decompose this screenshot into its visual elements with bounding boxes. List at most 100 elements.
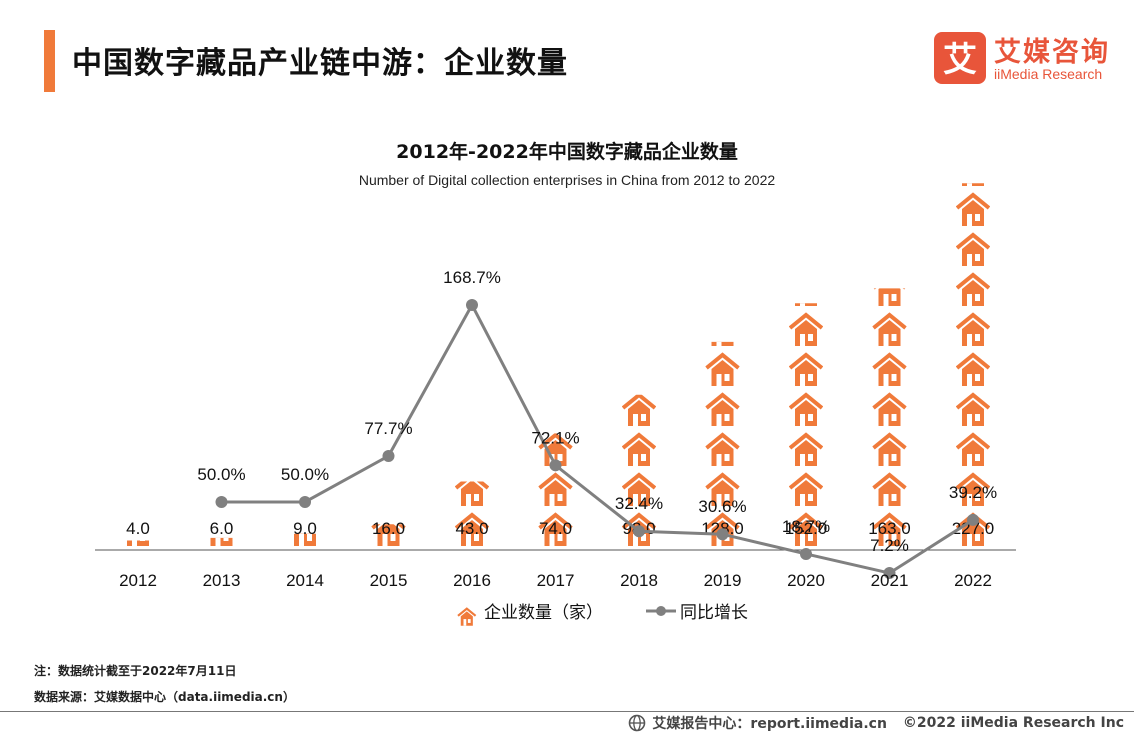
house-icon: [789, 432, 823, 466]
logo-text-en: iiMedia Research: [994, 66, 1103, 82]
legend-label-line: 同比增长: [680, 603, 748, 623]
house-icon: [789, 472, 823, 506]
house-icon: [789, 512, 823, 546]
logo-mark-icon: 艾: [934, 32, 986, 84]
chart-title: 2012年-2022年中国数字藏品企业数量: [396, 141, 738, 163]
x-tick-label: 2013: [203, 571, 241, 590]
x-tick-label: 2019: [704, 571, 742, 590]
bar-2012: [127, 540, 149, 546]
bar-2016: [455, 481, 489, 546]
house-icon: [210, 537, 233, 546]
bar-2021: [872, 288, 907, 546]
house-icon: [872, 512, 907, 546]
house-icon: [962, 183, 984, 186]
bar-2022: [956, 183, 990, 546]
growth-point: [215, 496, 228, 508]
x-tick-label: 2017: [537, 571, 575, 590]
house-icon: [622, 472, 656, 506]
house-icon: [371, 524, 406, 546]
house-icon: [956, 352, 990, 386]
house-icon: [705, 352, 740, 386]
house-icon: [538, 472, 573, 506]
house-icon: [127, 540, 149, 546]
footnote: 注：数据统计截至于2022年7月11日: [34, 664, 237, 678]
chart-canvas: 4.06.09.016.043.074.098.0128.0152.0163.0…: [95, 183, 1016, 626]
x-tick-label: 2021: [871, 571, 909, 590]
bar-2019: [705, 341, 740, 546]
bar-value-label: 9.0: [293, 519, 317, 538]
house-icon: [872, 472, 907, 506]
x-tick-label: 2015: [370, 571, 408, 590]
x-tick-label: 2016: [453, 571, 491, 590]
house-icon: [956, 392, 990, 426]
growth-value-label: 77.7%: [364, 419, 412, 438]
growth-point: [883, 567, 896, 580]
growth-value-label: 30.6%: [698, 497, 746, 516]
bar-value-label: 16.0: [372, 519, 405, 538]
x-tick-label: 2020: [787, 571, 825, 590]
growth-value-label: 168.7%: [443, 268, 501, 287]
bar-value-label: 43.0: [455, 519, 488, 538]
bar-2015: [371, 524, 406, 546]
growth-point: [382, 450, 395, 463]
growth-point: [967, 513, 979, 526]
house-icon: [956, 192, 990, 226]
house-icon: [956, 432, 990, 466]
growth-point: [716, 528, 729, 541]
bar-2013: [210, 537, 233, 546]
house-icon: [294, 533, 316, 546]
growth-point: [800, 547, 812, 560]
legend: 企业数量（家） 同比增长: [457, 603, 748, 626]
x-tick-label: 2012: [119, 571, 157, 590]
house-icon: [873, 288, 906, 306]
bar-value-label: 4.0: [126, 519, 150, 538]
bar-value-label: 227.0: [952, 519, 995, 538]
footer-copyright: ©2022 iiMedia Research Inc: [902, 715, 1124, 731]
legend-label-bars: 企业数量（家）: [484, 603, 603, 623]
growth-value-label: 39.2%: [949, 483, 997, 502]
page-title: 中国数字藏品产业链中游：企业数量: [72, 46, 568, 81]
house-icon: [455, 512, 489, 546]
source-note: 数据来源：艾媒数据中心（data.iimedia.cn）: [34, 690, 295, 704]
x-tick-label: 2014: [286, 571, 324, 590]
growth-point: [299, 496, 311, 508]
house-icon: [622, 432, 656, 466]
bar-2014: [294, 533, 316, 546]
growth-value-label: 72.1%: [531, 428, 579, 447]
house-icon: [795, 303, 817, 306]
house-icon: [956, 312, 990, 346]
footer: 艾媒报告中心：report.iimedia.cn ©2022 iiMedia R…: [628, 713, 1124, 733]
house-icon: [956, 272, 990, 306]
bar-value-label: 163.0: [868, 519, 911, 538]
house-icon: [538, 512, 573, 546]
house-icon: [711, 341, 734, 346]
house-icon: [455, 481, 489, 506]
house-icon: [872, 432, 907, 466]
bar-value-label: 6.0: [210, 519, 234, 538]
house-icon: [789, 392, 823, 426]
growth-value-label: 50.0%: [197, 465, 245, 484]
growth-value-label: 50.0%: [281, 465, 329, 484]
bar-value-label: 152.0: [785, 519, 828, 538]
legend-line-marker: [656, 606, 666, 616]
growth-point: [466, 298, 478, 311]
house-icon: [956, 232, 990, 266]
growth-point: [633, 525, 645, 538]
bar-value-label: 74.0: [539, 519, 572, 538]
house-icon: [705, 472, 740, 506]
growth-value-label: 32.4%: [615, 494, 663, 513]
logo-text-cn: 艾媒咨询: [994, 37, 1110, 68]
growth-value-label: 7.2%: [870, 536, 909, 555]
growth-point: [549, 459, 562, 472]
x-tick-label: 2022: [954, 571, 992, 590]
house-icon: [956, 472, 990, 506]
chart-subtitle: Number of Digital collection enterprises…: [358, 172, 776, 188]
brand-logo: 艾 艾媒咨询 iiMedia Research: [934, 30, 1124, 86]
house-icon: [872, 392, 907, 426]
house-icon: [789, 352, 823, 386]
house-icon: [789, 312, 823, 346]
house-icon: [872, 312, 907, 346]
footer-report-link[interactable]: 艾媒报告中心：report.iimedia.cn: [652, 716, 887, 732]
house-icon: [622, 394, 656, 426]
logo-mark-glyph: 艾: [943, 40, 977, 80]
